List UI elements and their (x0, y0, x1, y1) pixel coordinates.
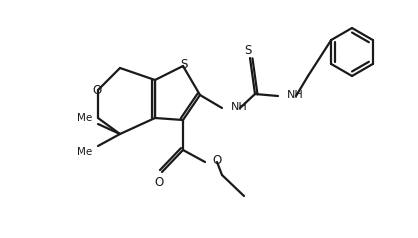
Text: O: O (154, 175, 163, 188)
Text: S: S (244, 44, 252, 56)
Text: Me: Me (77, 113, 92, 123)
Text: O: O (92, 84, 102, 96)
Text: NH: NH (231, 102, 248, 112)
Text: O: O (212, 154, 221, 167)
Text: NH: NH (287, 90, 304, 100)
Text: S: S (180, 58, 188, 70)
Text: Me: Me (77, 147, 92, 157)
